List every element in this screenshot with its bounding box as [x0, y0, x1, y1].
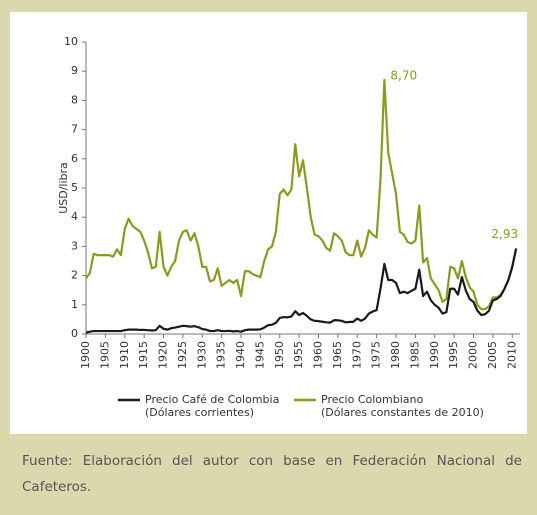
source-note: Fuente: Elaboración del autor con base e…: [22, 453, 522, 495]
y-tick-label: 10: [64, 35, 78, 48]
y-tick-label: 0: [71, 327, 78, 340]
x-tick-label: 1955: [292, 341, 305, 369]
x-tick-label: 1965: [331, 341, 344, 369]
y-axis-label: USD/libra: [57, 162, 70, 214]
x-tick-label: 1995: [447, 341, 460, 369]
x-tick-label: 1900: [79, 341, 92, 369]
x-tick-label: 1970: [350, 341, 363, 369]
chart-panel: [10, 12, 527, 434]
x-tick-label: 2010: [505, 341, 518, 369]
x-tick-label: 1930: [195, 341, 208, 369]
x-tick-label: 1910: [118, 341, 131, 369]
value-label: 8,70: [390, 68, 417, 82]
y-tick-label: 7: [71, 123, 78, 136]
y-tick-label: 5: [71, 181, 78, 194]
y-tick-label: 9: [71, 64, 78, 77]
x-tick-label: 1915: [137, 341, 150, 369]
x-tick-label: 1985: [408, 341, 421, 369]
y-tick-label: 2: [71, 269, 78, 282]
series-line: [85, 248, 518, 334]
y-tick-label: 8: [71, 93, 78, 106]
y-tick-label: 4: [71, 210, 78, 223]
x-tick-label: 1940: [234, 341, 247, 369]
x-tick-label: 1925: [176, 341, 189, 369]
x-tick-label: 1975: [370, 341, 383, 369]
chart: USD/libra 0 1 2 3 4 5 6 7 8 9 10 1900 1905 1910 1915 19…: [10, 12, 527, 434]
x-tick-label: 2005: [486, 341, 499, 369]
x-tick-label: 1935: [215, 341, 228, 369]
series-line: [85, 78, 518, 311]
value-label: 2,93: [491, 227, 518, 241]
x-tick-label: 1980: [389, 341, 402, 369]
x-tick-label: 1960: [312, 341, 325, 369]
x-tick-label: 2000: [467, 341, 480, 369]
x-tick-label: 1945: [253, 341, 266, 369]
legend-note: (Dólares corrientes): [145, 406, 254, 419]
x-tick-label: 1920: [157, 341, 170, 369]
legend-note: (Dólares constantes de 2010): [321, 406, 484, 419]
y-tick-label: 3: [71, 239, 78, 252]
legend-label: Precio Colombiano: [321, 393, 423, 406]
x-tick-label: 1990: [428, 341, 441, 369]
legend-label: Precio Café de Colombia: [145, 393, 279, 406]
y-tick-label: 1: [71, 298, 78, 311]
y-tick-label: 6: [71, 152, 78, 165]
x-tick-label: 1905: [98, 341, 111, 369]
x-tick-label: 1950: [273, 341, 286, 369]
